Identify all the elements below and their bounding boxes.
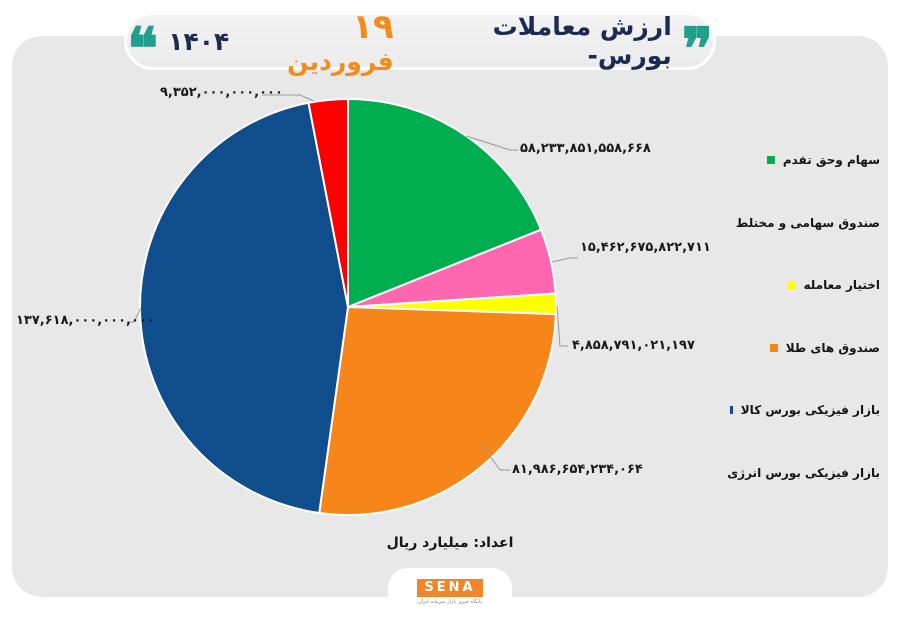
title-day: ۱۹ [352,6,394,47]
title-date: ۱۹ فروردین [239,6,394,76]
title-main: ارزش معاملات بورس- [492,12,672,70]
value-label-commodity: ۱۳۷,۶۱۸,۰۰۰,۰۰۰,۰۰۰ [16,313,155,328]
legend-item-options: اختیار معامله [730,275,880,295]
pie-slice-stocks [347,97,543,309]
pie-slice-commodity [139,101,350,515]
value-label-stocks: ۵۸,۲۳۳,۸۵۱,۵۵۸,۶۶۸ [520,141,651,156]
title-banner: ❞ ارزش معاملات بورس- ۱۹ فروردین ۱۴۰۴ ❝ [124,7,716,78]
title-month: فروردین [287,46,394,76]
legend-swatch-icon [787,281,796,289]
unit-note: اعداد: میلیارد ریال [386,535,514,551]
legend-label: بازار فیزیکی بورس کالا [740,403,880,417]
chart-legend: سهام وحق تقدم صندوق سهامی و مختلط اختیار… [727,150,880,525]
legend-item-mixed-funds: صندوق سهامی و مختلط [730,213,880,233]
legend-label: صندوق های طلا [785,340,880,355]
legend-label: بازار فیزیکی بورس انرژی [727,465,880,480]
leader-lines [128,94,578,471]
sena-logo: SENA [417,579,483,597]
pie-slices [139,97,557,516]
value-label-energy: ۹,۳۵۲,۰۰۰,۰۰۰,۰۰۰ [160,85,283,100]
legend-swatch-icon [730,406,733,414]
value-label-mixed-funds: ۱۵,۴۶۲,۶۷۵,۸۲۲,۷۱۱ [580,240,711,255]
pie-slice-gold-funds [318,305,557,516]
value-label-gold-funds: ۸۱,۹۸۶,۶۵۴,۲۳۴,۰۶۴ [512,462,643,477]
legend-item-commodity: بازار فیزیکی بورس کالا [730,400,880,420]
value-label-options: ۴,۸۵۸,۷۹۱,۰۲۱,۱۹۷ [572,338,695,353]
legend-label: سهام وحق تقدم [782,153,880,167]
pie-slice-energy [307,97,349,308]
legend-item-gold-funds: صندوق های طلا [730,338,880,358]
legend-swatch-icon [769,343,778,352]
legend-swatch-icon [766,156,775,164]
sena-logo-subtitle: پایگاه خبری بازار سرمایه ایران [418,599,482,605]
legend-item-energy: بازار فیزیکی بورس انرژی [727,463,880,483]
legend-label: اختیار معامله [803,278,880,292]
legend-item-stocks: سهام وحق تقدم [730,150,880,170]
title-year: ۱۴۰۴ [168,26,230,56]
legend-label: صندوق سهامی و مختلط [735,215,880,230]
